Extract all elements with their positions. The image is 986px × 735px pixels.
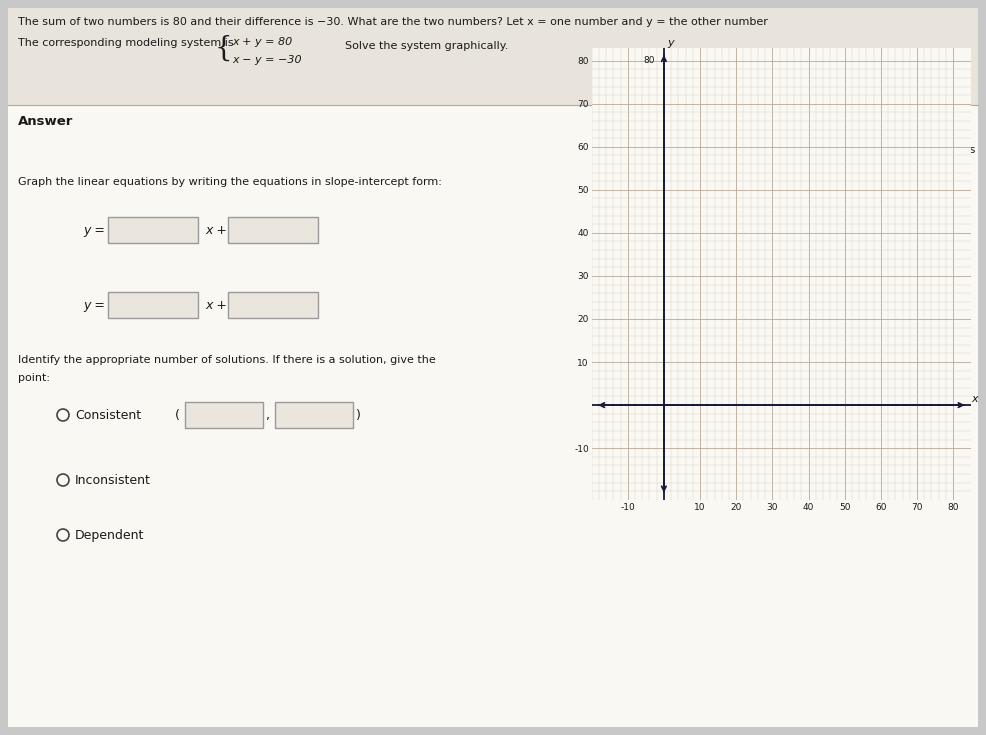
Bar [8, 8, 978, 105]
Text: Answer: Answer [18, 115, 73, 128]
Bar [108, 217, 198, 243]
Text: ,: , [266, 409, 270, 421]
Text: point:: point: [18, 373, 50, 383]
Text: y =: y = [83, 223, 105, 237]
Text: Solve the system graphically.: Solve the system graphically. [345, 41, 509, 51]
Bar [228, 292, 318, 318]
Text: y =: y = [83, 298, 105, 312]
Text: y: y [668, 38, 673, 49]
Text: x: x [971, 394, 978, 404]
Text: Identify the appropriate number of solutions. If there is a solution, give the: Identify the appropriate number of solut… [18, 355, 436, 365]
Text: x + y = 80: x + y = 80 [232, 37, 292, 47]
Text: {: { [215, 35, 233, 62]
Text: The sum of two numbers is 80 and their difference is −30. What are the two numbe: The sum of two numbers is 80 and their d… [18, 17, 768, 27]
Text: ): ) [356, 409, 361, 421]
Text: (: ( [175, 409, 179, 421]
Text: Graph the linear equations by writing the equations in slope-intercept form:: Graph the linear equations by writing th… [18, 177, 442, 187]
Text: x +: x + [205, 223, 227, 237]
Text: Inconsistent: Inconsistent [75, 473, 151, 487]
Bar [275, 402, 353, 428]
Text: x − y = −30: x − y = −30 [232, 55, 302, 65]
Text: Consistent: Consistent [75, 409, 141, 421]
Text: The corresponding modeling system is: The corresponding modeling system is [18, 38, 234, 48]
Bar [185, 402, 263, 428]
Text: Keyboard Shortcuts: Keyboard Shortcuts [873, 145, 975, 155]
Bar [228, 217, 318, 243]
Text: ▣ Keypad: ▣ Keypad [898, 123, 950, 133]
Bar [878, 118, 970, 140]
Text: Dependent: Dependent [75, 528, 144, 542]
Text: x +: x + [205, 298, 227, 312]
Text: 80: 80 [644, 56, 655, 65]
Bar [108, 292, 198, 318]
